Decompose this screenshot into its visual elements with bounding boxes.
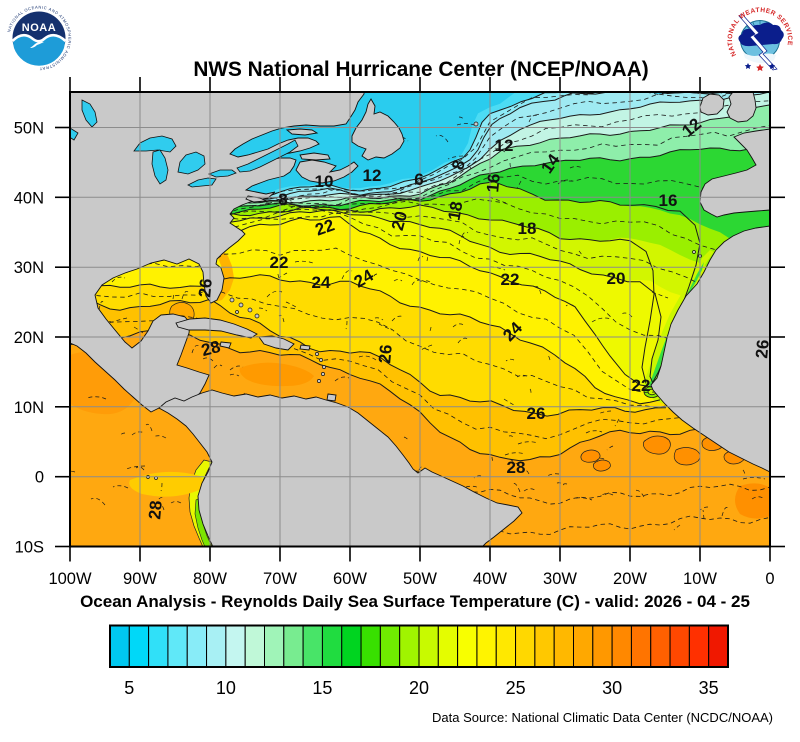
svg-text:26: 26	[195, 278, 216, 299]
svg-text:NOAA: NOAA	[22, 22, 56, 34]
svg-text:30N: 30N	[14, 259, 44, 277]
svg-text:Data Source: National Climatic: Data Source: National Climatic Data Cent…	[432, 710, 773, 725]
svg-text:0: 0	[765, 570, 774, 588]
svg-text:30W: 30W	[543, 570, 577, 588]
svg-text:22: 22	[632, 376, 651, 395]
svg-text:18: 18	[518, 219, 537, 238]
svg-text:10N: 10N	[14, 399, 44, 417]
svg-text:NWS National Hurricane Center: NWS National Hurricane Center (NCEP/NOAA…	[193, 58, 648, 81]
svg-text:18: 18	[445, 200, 467, 222]
svg-text:22: 22	[501, 270, 520, 289]
svg-text:16: 16	[483, 173, 504, 194]
svg-text:60W: 60W	[333, 570, 367, 588]
svg-text:80W: 80W	[193, 570, 227, 588]
svg-text:10W: 10W	[683, 570, 717, 588]
svg-text:30: 30	[602, 678, 622, 698]
svg-text:10S: 10S	[15, 539, 44, 557]
svg-text:10: 10	[315, 172, 334, 191]
svg-text:24: 24	[312, 273, 331, 292]
svg-text:8: 8	[278, 190, 287, 209]
svg-text:20N: 20N	[14, 329, 44, 347]
svg-text:26: 26	[375, 344, 396, 365]
svg-text:28: 28	[145, 500, 166, 521]
svg-text:5: 5	[124, 678, 134, 698]
svg-text:50N: 50N	[14, 120, 44, 138]
svg-text:0: 0	[35, 469, 44, 487]
svg-text:12: 12	[495, 136, 514, 155]
svg-text:16: 16	[659, 191, 678, 210]
svg-text:20: 20	[607, 269, 626, 288]
svg-text:26: 26	[527, 404, 546, 423]
svg-text:10: 10	[216, 678, 236, 698]
svg-text:Ocean Analysis - Reynolds Dail: Ocean Analysis - Reynolds Daily Sea Surf…	[80, 592, 750, 611]
svg-text:50W: 50W	[403, 570, 437, 588]
svg-text:28: 28	[507, 458, 526, 477]
svg-text:26: 26	[752, 339, 773, 360]
svg-text:90W: 90W	[123, 570, 157, 588]
svg-text:70W: 70W	[263, 570, 297, 588]
svg-text:25: 25	[506, 678, 526, 698]
svg-text:20: 20	[409, 678, 429, 698]
svg-text:22: 22	[270, 253, 289, 272]
svg-text:12: 12	[363, 166, 382, 185]
svg-text:28: 28	[199, 337, 222, 360]
svg-text:20W: 20W	[613, 570, 647, 588]
svg-text:20: 20	[388, 209, 411, 232]
svg-text:40W: 40W	[473, 570, 507, 588]
svg-text:100W: 100W	[48, 570, 92, 588]
svg-text:15: 15	[312, 678, 332, 698]
svg-text:40N: 40N	[14, 189, 44, 207]
svg-text:6: 6	[414, 170, 423, 189]
svg-text:35: 35	[699, 678, 719, 698]
